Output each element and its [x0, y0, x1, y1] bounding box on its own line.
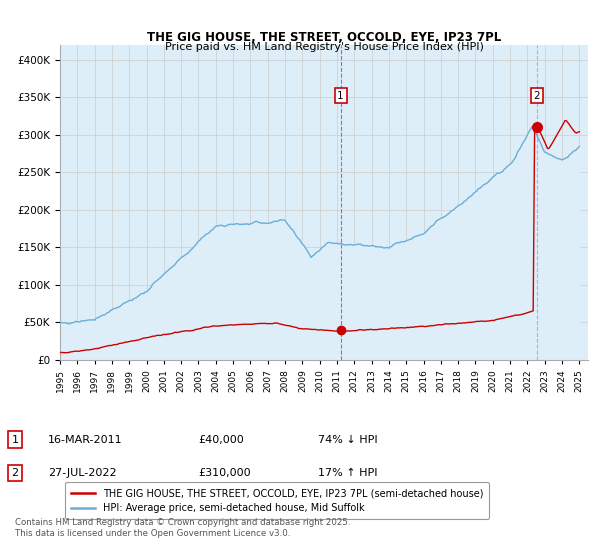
Text: 27-JUL-2022: 27-JUL-2022 [48, 468, 116, 478]
Text: 16-MAR-2011: 16-MAR-2011 [48, 435, 122, 445]
Text: £40,000: £40,000 [198, 435, 244, 445]
Text: 2: 2 [11, 468, 19, 478]
Text: 74% ↓ HPI: 74% ↓ HPI [318, 435, 377, 445]
Text: 1: 1 [337, 91, 344, 101]
Text: 1: 1 [11, 435, 19, 445]
Text: Price paid vs. HM Land Registry's House Price Index (HPI): Price paid vs. HM Land Registry's House … [164, 42, 484, 52]
Text: Contains HM Land Registry data © Crown copyright and database right 2025.
This d: Contains HM Land Registry data © Crown c… [15, 518, 350, 538]
Text: £310,000: £310,000 [198, 468, 251, 478]
Text: 17% ↑ HPI: 17% ↑ HPI [318, 468, 377, 478]
Text: 2: 2 [533, 91, 540, 101]
Text: THE GIG HOUSE, THE STREET, OCCOLD, EYE, IP23 7PL: THE GIG HOUSE, THE STREET, OCCOLD, EYE, … [147, 31, 501, 44]
Legend: THE GIG HOUSE, THE STREET, OCCOLD, EYE, IP23 7PL (semi-detached house), HPI: Ave: THE GIG HOUSE, THE STREET, OCCOLD, EYE, … [65, 482, 489, 519]
